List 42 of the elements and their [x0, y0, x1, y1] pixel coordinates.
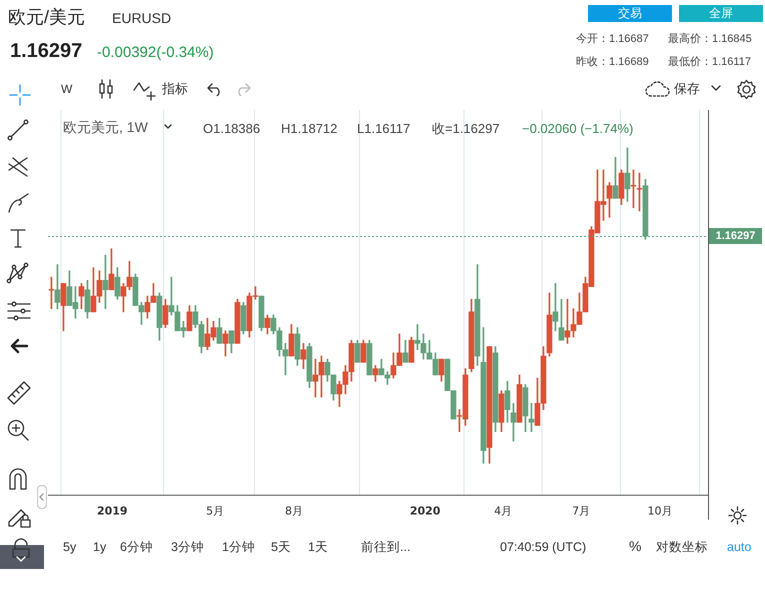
text: 今开：1.16687: [576, 33, 649, 46]
text: 5天: [271, 540, 291, 555]
text: 全屏: [679, 5, 763, 22]
text: −0.02060 (−1.74%): [522, 121, 634, 137]
chart-title: 欧元/美元: [8, 7, 86, 29]
text: 最低价：1.16117: [668, 56, 751, 70]
text: L1.16117: [357, 121, 410, 137]
candlestick: [552, 283, 558, 332]
x-tick-label: 2020: [410, 504, 441, 518]
x-tick-label: 8月: [285, 504, 303, 518]
text: 最高价：1.16845: [668, 33, 752, 46]
text: 1.16297: [709, 228, 762, 244]
text: 1y: [93, 540, 106, 555]
x-tick-label: 5月: [206, 504, 224, 518]
chart-subtitle: EURUSD: [112, 10, 172, 27]
candlestick: [102, 254, 108, 310]
text: 1天: [308, 540, 328, 555]
text: O1.18386: [203, 121, 260, 137]
text: W: [61, 82, 72, 96]
text: H1.18712: [281, 121, 338, 137]
text: 3分钟: [171, 540, 204, 555]
text: 前往到...: [361, 540, 410, 555]
x-tick-label: 2019: [96, 504, 128, 518]
text: 6分钟: [120, 540, 153, 555]
text: 5y: [63, 540, 76, 555]
text: auto: [727, 540, 752, 555]
text: 交易: [588, 5, 672, 22]
text: 1.16297: [10, 39, 82, 63]
x-tick-label: 10月: [648, 504, 672, 518]
text: 对数坐标: [656, 540, 708, 555]
x-tick-label: 7月: [572, 504, 590, 518]
text: 昨收：1.16689: [576, 56, 649, 70]
text: 07:40:59 (UTC): [500, 540, 586, 555]
text: 收=1.16297: [432, 121, 500, 137]
text: 欧元美元, 1W: [63, 119, 148, 136]
x-tick-label: 4月: [494, 504, 512, 518]
text: 指标: [162, 81, 188, 97]
text: 1分钟: [222, 540, 255, 555]
candlestick: [528, 403, 534, 432]
text: 保存: [674, 81, 700, 97]
text: -0.00392(-0.34%): [97, 44, 214, 62]
text: %: [629, 538, 642, 555]
